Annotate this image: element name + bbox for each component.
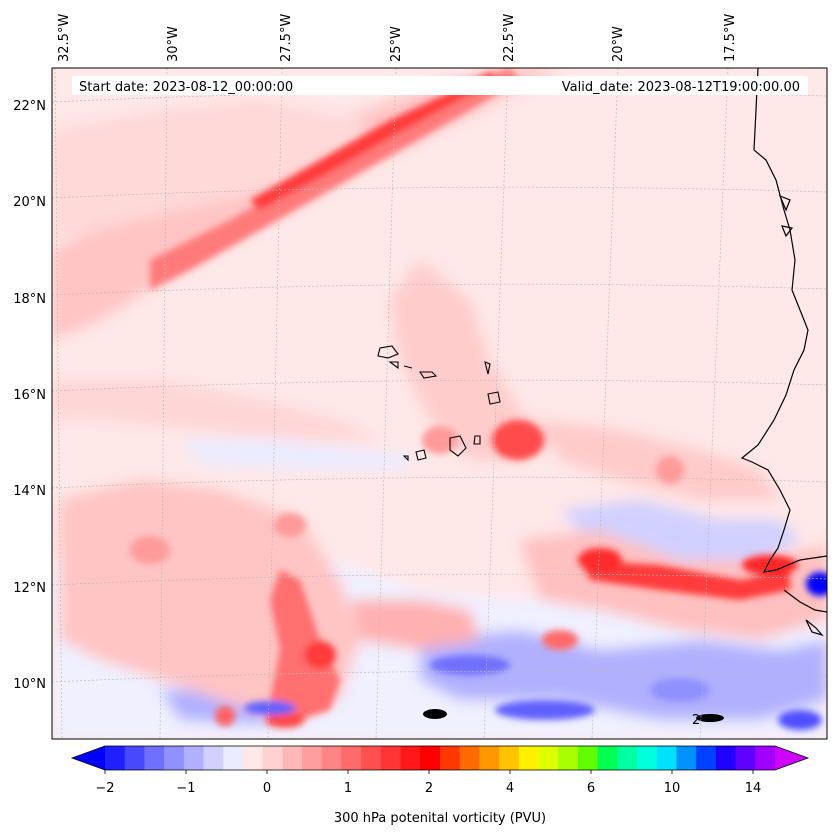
map-frame [51, 67, 828, 740]
colorbar: −2 −1 0 1 2 4 6 10 14 300 hPa potenital … [70, 745, 810, 826]
colorbar-cell [105, 746, 126, 770]
colorbar-cell [479, 746, 500, 770]
colorbar-tick-label: 14 [745, 781, 762, 796]
colorbar-tick-label: 6 [587, 781, 595, 796]
lon-label: 17.5°W [723, 14, 738, 62]
lat-label: 20°N [13, 195, 46, 210]
lon-label: 20°W [611, 26, 626, 62]
contour-blobs [423, 709, 724, 722]
lon-label: 22.5°W [502, 14, 517, 62]
colorbar-cell [361, 746, 382, 770]
lat-label: 16°N [13, 388, 46, 403]
colorbar-cell [440, 746, 461, 770]
colorbar-cell [459, 746, 481, 770]
colorbar-label: 300 hPa potenital vorticity (PVU) [334, 811, 546, 826]
lat-label: 12°N [13, 581, 46, 596]
colorbar-cell [242, 746, 264, 770]
colorbar-cell [676, 746, 697, 770]
colorbar-cell [262, 746, 283, 770]
contour-label: 2 [692, 713, 700, 728]
colorbar-tick-label: −1 [176, 781, 195, 796]
valid-date-text: Valid_date: 2023-08-12T19:00:00.00 [562, 80, 800, 95]
pv-field-highlights [130, 68, 827, 730]
colorbar-cell [735, 746, 756, 770]
colorbar-tick-label: 10 [664, 781, 681, 796]
colorbar-cell [420, 746, 441, 770]
lon-label: 27.5°W [279, 14, 294, 62]
colorbar-tick-label: −2 [95, 781, 114, 796]
colorbar-cell [617, 746, 638, 770]
colorbar-cell [400, 746, 421, 770]
colorbar-cell [203, 746, 224, 770]
coastlines [740, 68, 827, 637]
lat-label: 22°N [13, 99, 46, 114]
colorbar-cell [341, 746, 362, 770]
colorbar-cell [124, 746, 146, 770]
lat-label: 10°N [13, 677, 46, 692]
colorbar-tick-label: 4 [506, 781, 514, 796]
colorbar-cell [183, 746, 205, 770]
lat-label: 14°N [13, 484, 46, 499]
colorbar-tick-label: 0 [263, 781, 271, 796]
colorbar-cell [577, 746, 599, 770]
colorbar-cell [321, 746, 343, 770]
cape-verde-islands [377, 345, 501, 462]
latitude-labels: 22°N 20°N 18°N 16°N 14°N 12°N 10°N [13, 99, 46, 692]
colorbar-cell [302, 746, 323, 770]
colorbar-cell [282, 746, 303, 770]
map-panel [52, 68, 827, 739]
colorbar-cell [637, 746, 658, 770]
start-date-text: Start date: 2023-08-12_00:00:00 [79, 80, 293, 95]
colorbar-cell [518, 746, 540, 770]
lon-label: 25°W [389, 26, 404, 62]
colorbar-tick-label: 1 [344, 781, 352, 796]
longitude-labels: 32.5°W 30°W 27.5°W 25°W 22.5°W 20°W 17.5… [57, 14, 738, 62]
colorbar-cell [715, 746, 737, 770]
colorbar-cells [105, 746, 776, 770]
colorbar-tick-label: 2 [425, 781, 433, 796]
colorbar-cell [696, 746, 717, 770]
colorbar-cell [656, 746, 678, 770]
colorbar-cell [558, 746, 579, 770]
colorbar-cell [223, 746, 244, 770]
colorbar-extend-min [72, 746, 105, 770]
colorbar-tick-labels: −2 −1 0 1 2 4 6 10 14 [95, 781, 761, 796]
colorbar-cell [538, 746, 559, 770]
date-banner [72, 76, 808, 95]
colorbar-cell [597, 746, 618, 770]
colorbar-tick-marks [104, 770, 754, 774]
lon-label: 30°W [166, 26, 181, 62]
colorbar-cell [755, 746, 776, 770]
colorbar-cell [164, 746, 185, 770]
colorbar-cell [144, 746, 165, 770]
colorbar-cell [499, 746, 520, 770]
colorbar-cell [380, 746, 402, 770]
lon-label: 32.5°W [57, 14, 72, 62]
colorbar-extend-max [775, 746, 808, 770]
lat-label: 18°N [13, 292, 46, 307]
